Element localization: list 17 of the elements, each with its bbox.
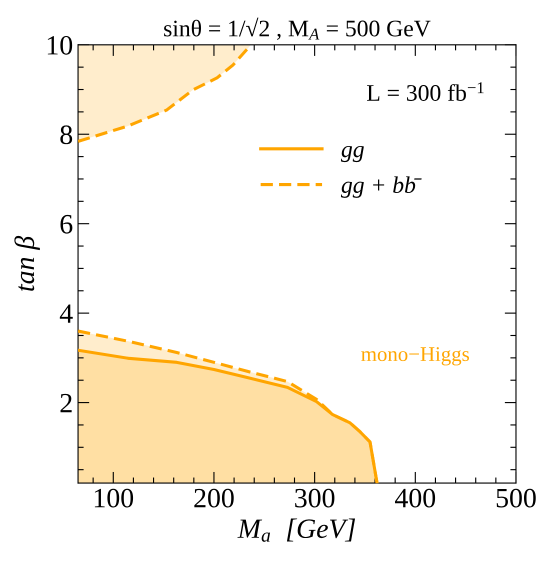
x-axis-title: M$_{a}$ [GeV] [237, 518, 356, 542]
x-tick-label: 400 [395, 488, 436, 508]
annotation: mono−Higgs [361, 347, 469, 366]
x-tick-label: 300 [295, 488, 334, 508]
y-tick-label: 10 [48, 36, 72, 55]
x-tick-label: 200 [194, 488, 234, 508]
chart-title: sinθ = 1/√2 , M$_{A}$ = 500 GeV [164, 18, 431, 40]
annotation: L = 300 fb$^{−1}$ [367, 82, 484, 101]
x-tick-label: 100 [94, 488, 134, 508]
legend-label: gg + bb̄ [340, 176, 422, 198]
y-tick-label: 4 [60, 304, 73, 323]
y-tick-label: 2 [60, 394, 72, 412]
y-axis-title: tan β [14, 236, 40, 291]
y-tick-label: 6 [60, 214, 72, 234]
x-tick-label: 500 [496, 488, 536, 508]
legend-label: gg [340, 146, 364, 162]
y-tick-label: 8 [60, 125, 72, 144]
